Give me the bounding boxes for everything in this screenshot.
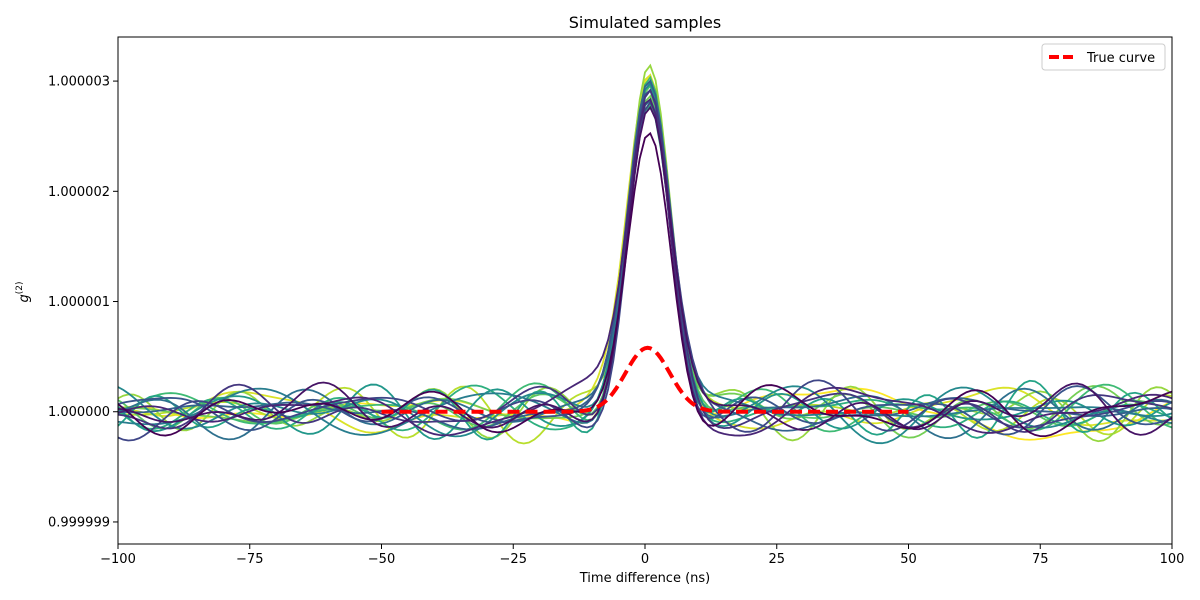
y-tick-label: 0.999999 [48, 515, 110, 530]
x-tick-label: 50 [900, 552, 917, 567]
x-tick-label: 25 [768, 552, 785, 567]
x-tick-label: −50 [368, 552, 395, 567]
x-tick-label: −25 [500, 552, 527, 567]
legend-box [1041, 43, 1166, 71]
x-tick-label: 0 [641, 552, 649, 567]
y-axis-label: g(2) [15, 281, 32, 302]
y-axis-label-superscript: (2) [15, 281, 25, 294]
x-tick-label: 75 [1032, 552, 1049, 567]
y-axis: 0.999999 1.000000 1.000001 1.000002 1.000003 [48, 75, 118, 530]
sample-line [118, 88, 1172, 433]
sample-line [118, 73, 1172, 441]
true-curve-line [381, 345, 909, 414]
legend-label-true-curve: True curve [1086, 51, 1155, 66]
y-tick-label: 1.000000 [48, 405, 110, 420]
y-tick-label: 1.000003 [48, 75, 110, 90]
x-axis-label: Time difference (ns) [579, 571, 711, 586]
series-layer [118, 63, 1172, 445]
x-tick-label: −100 [100, 552, 136, 567]
x-axis: −100 −75 −50 −25 0 25 50 75 100 [100, 544, 1184, 567]
sample-line [118, 104, 1172, 432]
x-tick-label: 100 [1160, 552, 1185, 567]
y-tick-label: 1.000002 [48, 185, 110, 200]
sample-line [118, 131, 1172, 438]
x-tick-label: −75 [236, 552, 263, 567]
sample-line [118, 97, 1172, 437]
sample-line [118, 100, 1172, 442]
sample-line [118, 88, 1172, 436]
legend: True curve [1041, 43, 1166, 71]
sample-line [118, 63, 1172, 443]
chart-title: Simulated samples [569, 13, 721, 32]
sample-line [118, 73, 1172, 434]
sample-line [118, 79, 1172, 432]
y-tick-label: 1.000001 [48, 295, 110, 310]
sample-line [118, 75, 1172, 433]
sample-line [118, 88, 1172, 436]
sample-line [118, 94, 1172, 439]
y-axis-label-main: g [17, 294, 32, 302]
sample-line [118, 105, 1172, 436]
